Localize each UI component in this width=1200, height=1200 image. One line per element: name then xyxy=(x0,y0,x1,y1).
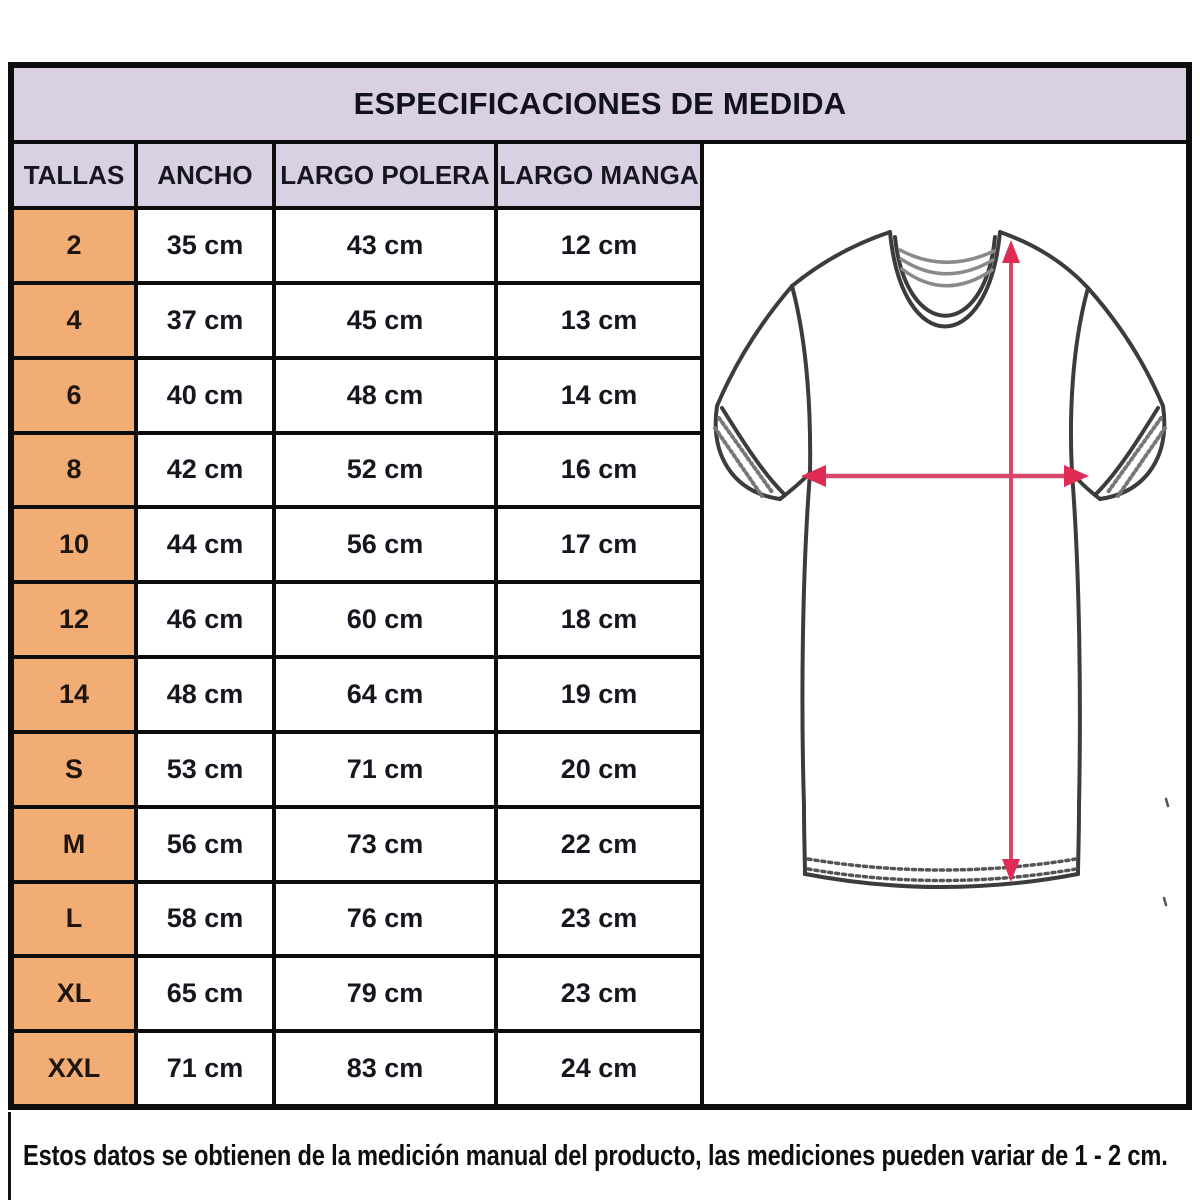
largo-manga-cell: 13 cm xyxy=(498,284,700,356)
talla-cell: 12 xyxy=(14,584,134,655)
ancho-cell: 58 cm xyxy=(138,883,272,955)
largo-manga-cell: 23 cm xyxy=(498,958,700,1030)
largo-manga-cell: 17 cm xyxy=(498,509,700,581)
talla-cell: 2 xyxy=(14,210,134,281)
stray-marks xyxy=(1162,797,1170,907)
talla-cell: 10 xyxy=(14,509,134,581)
largo-polera-cell: 45 cm xyxy=(276,284,494,356)
cuff-stitching xyxy=(713,416,1167,498)
largo-manga-cell: 24 cm xyxy=(498,1033,700,1104)
ancho-cell: 56 cm xyxy=(138,808,272,880)
largo-polera-cell: 43 cm xyxy=(276,210,494,281)
collar-ribbing-lines xyxy=(898,248,996,288)
talla-cell: 8 xyxy=(14,434,134,506)
page-title: ESPECIFICACIONES DE MEDIDA xyxy=(14,68,1186,140)
size-spec-table: ESPECIFICACIONES DE MEDIDA TALLAS ANCHO … xyxy=(8,62,1192,1110)
col-header-tallas: TALLAS xyxy=(14,144,134,206)
talla-cell: XXL xyxy=(14,1033,134,1104)
talla-cell: M xyxy=(14,808,134,880)
largo-polera-cell: 76 cm xyxy=(276,883,494,955)
col-header-largo-manga: LARGO MANGA xyxy=(498,144,700,206)
largo-polera-arrow xyxy=(1002,240,1020,882)
largo-manga-cell: 14 cm xyxy=(498,359,700,431)
measurement-disclaimer-text: Estos datos se obtienen de la medición m… xyxy=(23,1140,1168,1172)
tshirt-diagram-panel xyxy=(704,144,1186,1104)
largo-manga-cell: 19 cm xyxy=(498,659,700,730)
col-header-ancho: ANCHO xyxy=(138,144,272,206)
ancho-cell: 53 cm xyxy=(138,733,272,805)
largo-manga-cell: 16 cm xyxy=(498,434,700,506)
talla-cell: 14 xyxy=(14,659,134,730)
ancho-cell: 37 cm xyxy=(138,284,272,356)
largo-manga-cell: 23 cm xyxy=(498,883,700,955)
talla-cell: 4 xyxy=(14,284,134,356)
ancho-cell: 48 cm xyxy=(138,659,272,730)
largo-polera-cell: 83 cm xyxy=(276,1033,494,1104)
ancho-cell: 71 cm xyxy=(138,1033,272,1104)
ancho-cell: 65 cm xyxy=(138,958,272,1030)
largo-polera-cell: 48 cm xyxy=(276,359,494,431)
ancho-cell: 46 cm xyxy=(138,584,272,655)
largo-polera-cell: 73 cm xyxy=(276,808,494,880)
talla-cell: S xyxy=(14,733,134,805)
talla-cell: XL xyxy=(14,958,134,1030)
ancho-cell: 44 cm xyxy=(138,509,272,581)
largo-polera-cell: 64 cm xyxy=(276,659,494,730)
largo-manga-cell: 18 cm xyxy=(498,584,700,655)
largo-manga-cell: 12 cm xyxy=(498,210,700,281)
largo-manga-cell: 22 cm xyxy=(498,808,700,880)
largo-polera-cell: 60 cm xyxy=(276,584,494,655)
talla-cell: L xyxy=(14,883,134,955)
col-header-largo-polera: LARGO POLERA xyxy=(276,144,494,206)
largo-manga-cell: 20 cm xyxy=(498,733,700,805)
talla-cell: 6 xyxy=(14,359,134,431)
largo-polera-cell: 52 cm xyxy=(276,434,494,506)
tshirt-measurement-diagram xyxy=(713,230,1170,907)
ancho-arrow xyxy=(801,465,1089,487)
largo-polera-cell: 71 cm xyxy=(276,733,494,805)
tshirt-outline xyxy=(713,230,1167,889)
ancho-cell: 42 cm xyxy=(138,434,272,506)
measurement-disclaimer: Estos datos se obtienen de la medición m… xyxy=(8,1112,1192,1200)
hem-stitching xyxy=(806,857,1078,883)
ancho-cell: 35 cm xyxy=(138,210,272,281)
ancho-cell: 40 cm xyxy=(138,359,272,431)
largo-polera-cell: 79 cm xyxy=(276,958,494,1030)
largo-polera-cell: 56 cm xyxy=(276,509,494,581)
